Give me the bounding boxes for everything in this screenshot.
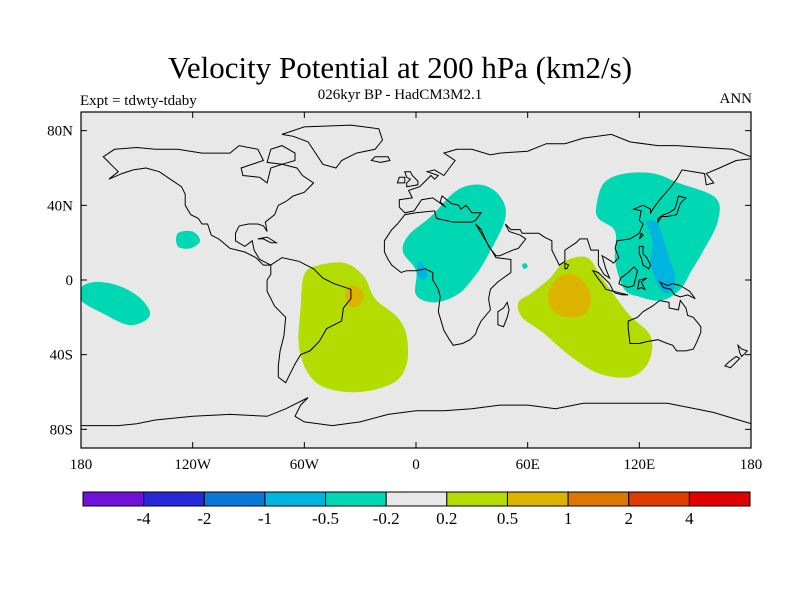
- colorbar-swatch: [82, 491, 145, 507]
- season-label: ANN: [719, 91, 753, 107]
- y-tick-label: 0: [66, 273, 74, 289]
- region-indian-ocean-core: [548, 274, 591, 318]
- x-tick-label: 0: [412, 457, 420, 473]
- colorbar-level-label: 0.5: [497, 509, 518, 528]
- region-indian-ocean-small: [522, 263, 528, 269]
- coastline-cuba: [257, 236, 279, 244]
- x-tick-label: 60W: [290, 457, 320, 473]
- colorbar-swatch: [628, 491, 690, 507]
- colorbar: -4 -2 -1 -0.5 -0.2 0.2 0.5 1 2 4: [82, 491, 751, 528]
- region-maritime-continent-core: [646, 220, 675, 294]
- coastline-ireland: [396, 176, 406, 184]
- colorbar-swatch: [446, 491, 508, 507]
- colorbar-level-label: 1: [564, 509, 573, 528]
- coastline-iceland: [370, 156, 391, 163]
- colorbar-swatch: [688, 491, 751, 507]
- coastline-baffin-island: [266, 145, 296, 165]
- colorbar-level-label: 4: [685, 509, 694, 528]
- coastline-british-isles: [404, 171, 419, 188]
- x-tick-label: 120W: [174, 457, 212, 473]
- coastline-new-zealand-north: [737, 343, 749, 358]
- colorbar-swatch: [567, 491, 630, 507]
- coastline-taiwan: [638, 232, 644, 240]
- colorbar-swatch: [203, 491, 266, 507]
- coastline-japan: [657, 195, 687, 224]
- colorbar-level-label: -0.2: [373, 509, 400, 528]
- contour-regions: [81, 172, 720, 393]
- colorbar-level-label: 0.2: [436, 509, 457, 528]
- colorbar-swatch: [506, 491, 569, 507]
- coastline-australia: [627, 299, 702, 352]
- coastline-java: [611, 290, 629, 296]
- region-central-pacific: [81, 281, 151, 326]
- region-west-africa-core: [417, 260, 428, 280]
- colorbar-level-label: -1: [258, 509, 272, 528]
- experiment-label: Expt = tdwty-tdaby: [80, 93, 197, 109]
- coastline-north-america: [102, 145, 315, 266]
- region-east-pacific-small: [176, 230, 201, 249]
- coastlines: [81, 124, 751, 427]
- coastline-philippines: [638, 245, 652, 270]
- coastline-sumatra: [591, 269, 615, 292]
- x-tick-label: 180: [70, 457, 93, 473]
- y-tick-label: 80N: [47, 124, 73, 140]
- colorbar-level-label: 2: [624, 509, 633, 528]
- colorbar-swatch: [264, 491, 327, 507]
- coastline-sulawesi: [636, 277, 648, 291]
- coastline-new-zealand-south: [723, 355, 741, 369]
- y-tick-label: 40N: [47, 198, 73, 214]
- axis-ticks: 180 120W 60W 0 60E 120E 180 80N 40N 0 40S 80S: [47, 112, 762, 473]
- coastline-africa-eurasia: [383, 133, 751, 346]
- chart-subtitle: 026kyr BP - HadCM3M2.1: [317, 87, 483, 103]
- y-tick-label: 40S: [50, 348, 73, 364]
- x-tick-label: 180: [740, 457, 763, 473]
- coastline-borneo: [618, 266, 639, 289]
- colorbar-level-label: -4: [137, 509, 152, 528]
- x-tick-label: 60E: [516, 457, 540, 473]
- region-brazil-core: [345, 285, 364, 308]
- colorbar-level-label: -0.5: [312, 509, 339, 528]
- coastline-sri-lanka: [564, 262, 570, 270]
- y-tick-label: 80S: [50, 422, 73, 438]
- colorbar-swatch: [143, 491, 205, 507]
- colorbar-swatch: [325, 491, 387, 507]
- coastline-new-guinea: [658, 280, 696, 300]
- chart-title: Velocity Potential at 200 hPa (km2/s): [167, 50, 633, 85]
- colorbar-swatch: [385, 491, 448, 507]
- x-tick-label: 120E: [623, 457, 655, 473]
- coastline-madagascar: [497, 301, 510, 328]
- coastline-greenland: [281, 124, 384, 169]
- coastline-south-america: [266, 257, 352, 384]
- colorbar-level-label: -2: [197, 509, 211, 528]
- region-south-america: [298, 262, 409, 393]
- coastline-antarctica: [81, 397, 751, 427]
